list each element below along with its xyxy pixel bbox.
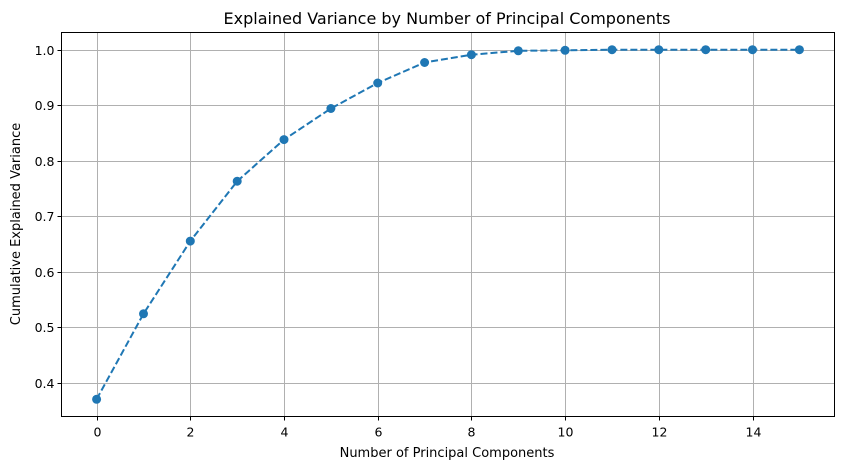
- y-axis-ticks: 0.4 0.5 0.6 0.7 0.8 0.9 1.0: [35, 43, 62, 391]
- data-point-marker: [185, 236, 195, 246]
- x-tick-label: 14: [746, 425, 762, 440]
- x-tick-label: 12: [652, 425, 668, 440]
- data-point-marker: [279, 135, 289, 145]
- data-series: [92, 45, 804, 404]
- data-point-marker: [326, 104, 336, 113]
- data-point-marker: [654, 45, 664, 55]
- data-point-marker: [794, 45, 804, 55]
- y-tick-label: 0.6: [35, 265, 55, 280]
- x-tick-label: 6: [375, 425, 383, 440]
- x-tick-label: 0: [94, 425, 102, 440]
- data-point-marker: [92, 394, 102, 404]
- x-tick-label: 4: [281, 425, 289, 440]
- y-tick-label: 0.7: [35, 209, 55, 224]
- y-tick-label: 0.9: [35, 98, 55, 113]
- data-point-marker: [373, 78, 383, 88]
- y-tick-label: 1.0: [35, 43, 55, 58]
- data-point-marker: [701, 45, 711, 55]
- series-line: [95, 48, 800, 400]
- data-point-marker: [139, 309, 148, 319]
- data-point-marker: [420, 58, 430, 67]
- grid-lines: [61, 32, 835, 417]
- x-axis-label: Number of Principal Components: [340, 446, 555, 461]
- plot-area-frame: [61, 32, 835, 417]
- x-tick-label: 10: [558, 425, 574, 440]
- data-point-marker: [748, 45, 757, 55]
- y-tick-label: 0.8: [35, 154, 55, 169]
- y-tick-label: 0.5: [35, 320, 55, 335]
- data-point-marker: [560, 45, 570, 55]
- x-tick-label: 8: [468, 425, 476, 440]
- chart-title: Explained Variance by Number of Principa…: [224, 9, 671, 28]
- x-tick-label: 2: [187, 425, 195, 440]
- x-axis-ticks: 0 2 4 6 8 10 12 14: [94, 416, 762, 440]
- data-point-marker: [466, 50, 476, 60]
- data-point-marker: [607, 45, 617, 55]
- data-point-marker: [232, 176, 242, 186]
- y-tick-label: 0.4: [35, 376, 55, 391]
- y-axis-label: Cumulative Explained Variance: [9, 123, 24, 325]
- data-point-marker: [513, 46, 523, 56]
